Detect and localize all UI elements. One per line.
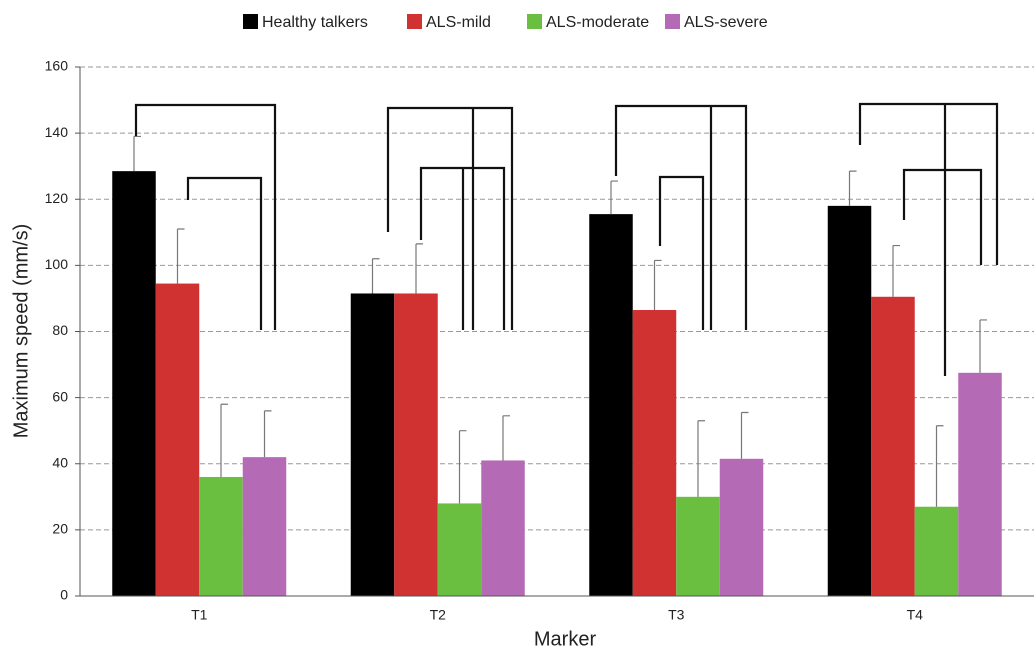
bar (676, 496, 720, 596)
error-bar (697, 420, 705, 497)
error-bar (176, 228, 185, 284)
legend: Healthy talkers ALS-mild ALS-moderate ALS-s… (243, 14, 768, 31)
error-bar (935, 425, 944, 507)
bar (112, 171, 156, 596)
legend-label: ALS-moderate (546, 14, 649, 31)
y-tick-label: 160 (45, 58, 69, 74)
error-bar (458, 430, 467, 504)
error-bar (371, 258, 380, 294)
y-tick-label: 100 (45, 256, 69, 272)
bar (199, 476, 243, 596)
x-tick-label: T4 (907, 607, 924, 623)
bar (719, 458, 764, 596)
bar (350, 293, 395, 596)
bar (481, 460, 525, 596)
y-tick-label: 120 (45, 190, 69, 206)
y-tick-label: 20 (52, 521, 68, 537)
error-bar (653, 259, 662, 311)
error-bar (740, 411, 749, 459)
bar (958, 372, 1002, 596)
bar (589, 214, 633, 597)
legend-label: ALS-mild (426, 14, 491, 31)
error-bar (979, 319, 987, 373)
error-bar (610, 180, 618, 215)
x-tick-label: T1 (191, 607, 208, 623)
bar (394, 293, 438, 596)
error-bar (133, 135, 141, 172)
x-tick-label: T2 (430, 607, 447, 623)
y-tick-label: 80 (52, 322, 68, 338)
bar (437, 503, 482, 596)
legend-swatch (407, 14, 422, 29)
error-bar (848, 170, 857, 206)
legend-label: ALS-severe (684, 14, 768, 31)
error-bar (502, 415, 510, 461)
legend-swatch (243, 14, 258, 29)
bar (242, 457, 287, 596)
x-tick-label: T3 (668, 607, 685, 623)
error-bar (220, 403, 228, 477)
bar (632, 310, 677, 596)
y-axis-title: Maximum speed (mm/s) (10, 224, 32, 438)
error-bar (892, 244, 900, 297)
y-tick-label: 60 (52, 388, 68, 404)
bar (827, 205, 872, 597)
bar (871, 296, 915, 596)
error-bar (415, 243, 423, 294)
y-tick-label: 140 (45, 124, 69, 140)
error-bar (263, 410, 272, 458)
significance-brackets (134, 102, 999, 376)
legend-swatch (527, 14, 542, 29)
plot: 0 20 40 60 80 100 120 140 160 T1 T2 T3 T4 (45, 58, 1034, 623)
y-tick-label: 40 (52, 454, 68, 470)
bar (914, 506, 959, 596)
x-axis-title: Marker (534, 628, 597, 650)
bar (155, 283, 200, 596)
legend-swatch (665, 14, 680, 29)
y-tick-label: 0 (60, 587, 68, 603)
legend-label: Healthy talkers (262, 14, 368, 31)
